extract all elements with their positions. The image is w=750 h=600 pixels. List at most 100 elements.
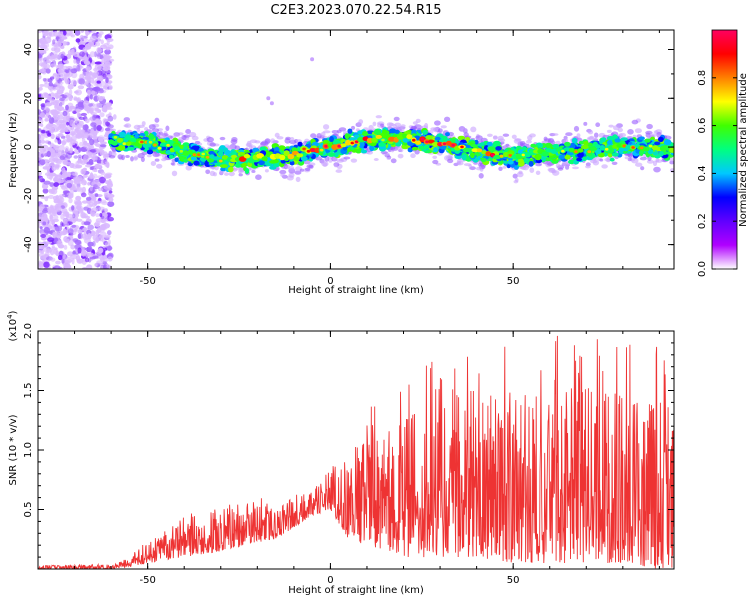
- noise-speck: [106, 264, 112, 269]
- ridge-halo: [264, 169, 269, 173]
- noise-speck: [45, 195, 50, 199]
- noise-speck: [104, 49, 111, 55]
- noise-speck: [62, 115, 70, 123]
- noise-speck: [52, 231, 58, 238]
- noise-speck: [41, 213, 47, 220]
- noise-speck: [75, 108, 82, 113]
- ridge-halo: [583, 121, 588, 126]
- noise-speck: [68, 89, 73, 96]
- noise-speck: [38, 87, 41, 94]
- ridge-halo: [397, 153, 404, 159]
- noise-speck: [97, 247, 104, 254]
- ridge-halo: [463, 132, 469, 137]
- noise-speck: [106, 38, 114, 42]
- ridge-halo: [274, 132, 280, 138]
- ridge-halo: [410, 153, 416, 159]
- noise-speck: [57, 63, 64, 69]
- ridge-halo: [447, 158, 454, 164]
- ridge-halo: [373, 158, 379, 161]
- noise-speck: [84, 257, 90, 263]
- ridge-halo: [170, 162, 175, 166]
- ridge-halo: [592, 159, 600, 166]
- noise-speck: [53, 198, 61, 204]
- noise-speck: [107, 106, 113, 110]
- noise-speck: [85, 31, 89, 37]
- noise-speck: [74, 117, 78, 124]
- ridge-halo: [154, 117, 160, 123]
- noise-speck: [93, 86, 101, 92]
- noise-speck: [42, 209, 48, 214]
- ridge-halo: [390, 158, 397, 164]
- ridge-halo: [631, 119, 639, 125]
- noise-speck: [87, 246, 93, 253]
- ridge-core: [382, 129, 387, 135]
- noise-speck: [66, 121, 70, 126]
- noise-speck: [61, 86, 65, 92]
- noise-speck: [52, 113, 58, 121]
- ridge-halo: [624, 156, 629, 160]
- noise-speck: [48, 117, 55, 124]
- ridge-core: [487, 146, 496, 152]
- ridge-core: [193, 160, 200, 166]
- noise-speck: [109, 85, 113, 90]
- noise-speck: [83, 104, 92, 112]
- noise-speck: [56, 40, 62, 48]
- noise-speck: [55, 74, 60, 81]
- noise-speck: [62, 218, 68, 225]
- noise-speck: [78, 129, 85, 134]
- noise-speck: [64, 238, 70, 243]
- noise-speck: [40, 103, 45, 108]
- ridge-halo: [456, 161, 464, 166]
- ridge-halo: [460, 128, 468, 132]
- noise-speck: [80, 30, 85, 33]
- noise-speck: [50, 76, 55, 80]
- noise-speck: [78, 116, 85, 120]
- ridge-halo: [640, 166, 645, 171]
- ridge-core: [241, 162, 248, 168]
- noise-speck: [107, 216, 114, 222]
- noise-speck: [86, 264, 93, 269]
- ridge-core: [564, 154, 571, 160]
- noise-speck: [38, 216, 43, 223]
- noise-speck: [49, 215, 54, 222]
- ridge-core: [362, 130, 368, 137]
- noise-speck: [101, 96, 106, 100]
- noise-speck: [61, 258, 65, 264]
- noise-speck: [95, 213, 100, 218]
- noise-speck: [85, 145, 93, 151]
- ridge-core: [422, 130, 428, 135]
- ridge-core: [347, 128, 353, 134]
- noise-speck: [90, 149, 97, 153]
- noise-speck: [46, 55, 50, 60]
- noise-speck: [55, 36, 60, 40]
- noise-speck: [93, 184, 98, 188]
- noise-speck: [43, 126, 50, 132]
- ridge-core: [576, 157, 582, 162]
- ridge-core: [558, 154, 566, 160]
- ridge-halo: [470, 126, 477, 133]
- noise-speck: [78, 208, 84, 213]
- ridge-halo: [535, 170, 541, 175]
- noise-speck: [94, 263, 98, 267]
- ridge-halo: [358, 119, 364, 125]
- ridge-core: [607, 139, 613, 146]
- ridge-halo: [434, 120, 441, 126]
- noise-speck: [84, 81, 89, 85]
- noise-speck: [85, 61, 91, 65]
- noise-speck: [97, 75, 104, 80]
- noise-speck: [104, 242, 111, 247]
- ridge-halo: [412, 121, 418, 125]
- noise-speck: [104, 127, 111, 132]
- noise-speck: [97, 94, 101, 101]
- noise-speck: [88, 103, 93, 107]
- ridge-core: [327, 152, 336, 157]
- noise-speck: [38, 93, 42, 98]
- ridge-halo: [323, 124, 330, 130]
- noise-speck: [74, 30, 81, 36]
- noise-speck: [99, 144, 107, 148]
- ridge-core: [495, 146, 502, 151]
- noise-speck: [65, 152, 73, 159]
- noise-speck: [80, 249, 86, 256]
- ridge-core: [329, 136, 334, 143]
- doppler-ridge: [107, 57, 674, 184]
